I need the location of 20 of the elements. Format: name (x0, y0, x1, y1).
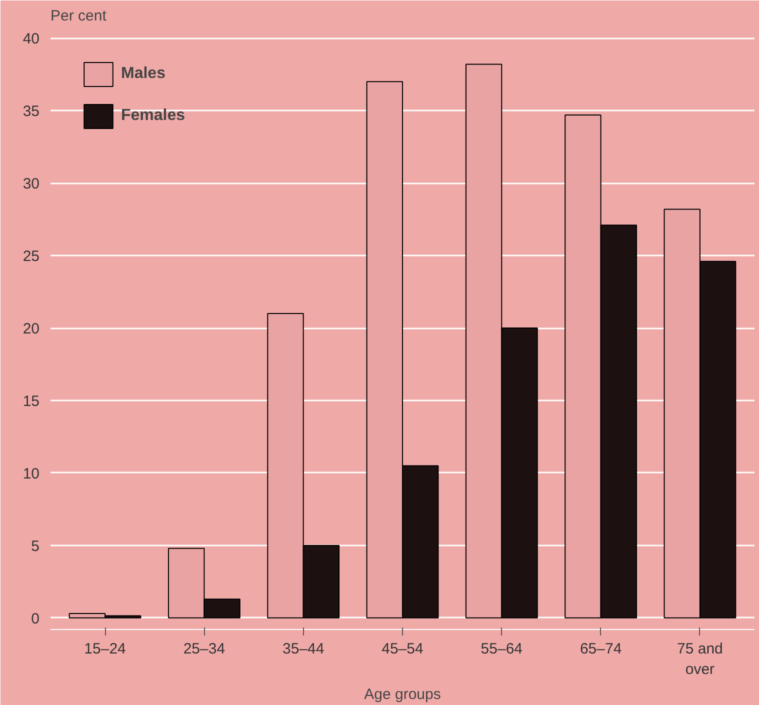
legend-label: Males (121, 65, 166, 83)
y-tick-label: 40 (22, 30, 40, 48)
y-tick-label: 35 (22, 103, 40, 120)
y-tick-label: 30 (22, 176, 40, 193)
y-axis-title: Per cent (50, 8, 108, 24)
x-tick-label: 35–44 (282, 640, 324, 658)
x-tick-label: 25–34 (183, 640, 226, 658)
x-tick-label: 15–24 (84, 640, 126, 658)
y-tick-label: 15 (22, 393, 40, 410)
y-tick-label: 25 (22, 248, 40, 266)
x-tick-label: 55–64 (480, 640, 523, 658)
x-axis-title: Age groups (364, 686, 441, 703)
x-tick-label: 45–54 (382, 640, 424, 658)
x-tick-label: 75 and over (677, 640, 723, 678)
legend-label: Females (121, 107, 186, 125)
y-tick-label: 20 (22, 320, 40, 338)
y-tick-label: 0 (31, 610, 40, 628)
y-tick-label: 10 (22, 465, 40, 482)
x-tick-label: 65–74 (580, 640, 622, 658)
y-tick-label: 5 (31, 538, 40, 555)
